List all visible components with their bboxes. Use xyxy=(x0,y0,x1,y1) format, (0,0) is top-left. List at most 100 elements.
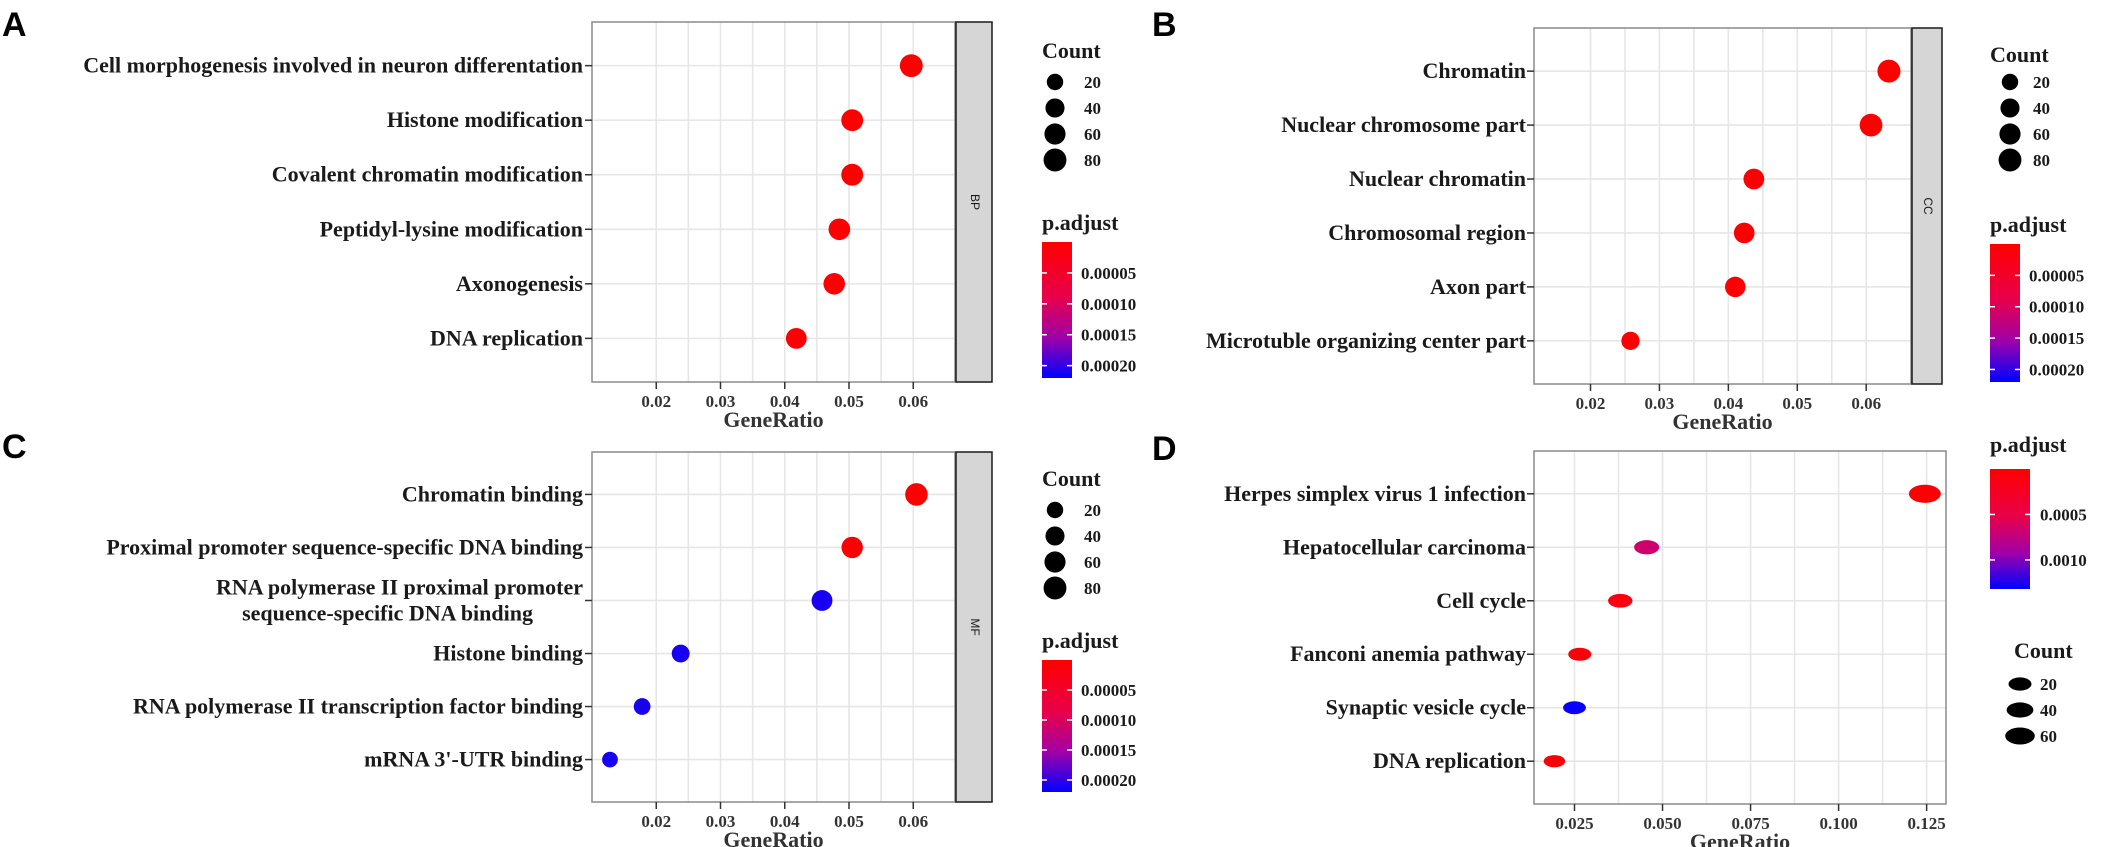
padjust-legend-label: 0.0005 xyxy=(2040,505,2087,524)
padjust-colorbar xyxy=(1990,244,2020,382)
panel-a: A BP Cell morphogenesis involved in neuron… xyxy=(2,6,1136,432)
category-label: DNA replication xyxy=(1373,748,1526,773)
x-tick-label: 0.06 xyxy=(898,392,928,411)
count-legend-label: 60 xyxy=(1084,553,1101,572)
padjust-legend-title: p.adjust xyxy=(1990,432,2067,457)
padjust-legend-label: 0.00010 xyxy=(2029,298,2084,317)
padjust-legend-label: 0.00020 xyxy=(2029,360,2084,379)
x-tick-label: 0.04 xyxy=(1713,394,1743,413)
count-legend-label: 20 xyxy=(2033,73,2050,92)
data-point xyxy=(1634,540,1660,555)
data-point xyxy=(1563,701,1586,715)
x-tick-label: 0.050 xyxy=(1643,814,1681,833)
category-label: Cell morphogenesis involved in neuron di… xyxy=(83,53,583,78)
panel-d: D Herpes simplex virus 1 infection Hepatoc… xyxy=(1152,430,2087,847)
category-label: RNA polymerase II proximal promoter seque… xyxy=(216,574,583,625)
data-point xyxy=(1908,484,1941,503)
plot-area xyxy=(1534,451,1946,804)
padjust-legend-label: 0.00010 xyxy=(1081,711,1136,730)
padjust-legend-label: 0.00020 xyxy=(1081,357,1136,376)
category-label: Microtuble organizing center part xyxy=(1206,328,1527,353)
count-legend-key xyxy=(2001,73,2019,91)
x-axis-title: GeneRatio xyxy=(723,827,823,847)
plot-area xyxy=(1534,28,1911,384)
facet-strip xyxy=(955,451,993,803)
padjust-legend-title: p.adjust xyxy=(1042,628,1119,653)
padjust-colorbar xyxy=(1042,242,1072,378)
data-point xyxy=(841,536,863,559)
count-legend-label: 80 xyxy=(1084,579,1101,598)
data-point xyxy=(1725,276,1746,298)
count-legend-key xyxy=(2005,727,2035,745)
count-legend-title: Count xyxy=(1042,38,1101,63)
category-label-line: sequence-specific DNA binding xyxy=(242,600,533,625)
panel-b: B CC Chromatin Nuclear chromosome part Nucle… xyxy=(1152,6,2084,434)
count-legend-label: 80 xyxy=(1084,151,1101,170)
category-label: Axonogenesis xyxy=(456,271,584,296)
count-legend-key xyxy=(2006,702,2034,718)
data-point xyxy=(785,327,807,349)
data-point xyxy=(828,218,851,241)
category-label: RNA polymerase II transcription factor b… xyxy=(133,694,583,719)
count-legend-label: 20 xyxy=(2040,675,2057,694)
category-label: Fanconi anemia pathway xyxy=(1290,641,1526,666)
padjust-legend-label: 0.00015 xyxy=(1081,741,1136,760)
x-tick-label: 0.03 xyxy=(706,812,736,831)
padjust-colorbar xyxy=(1990,469,2030,589)
plot-area xyxy=(592,22,955,382)
x-tick-label: 0.100 xyxy=(1819,814,1857,833)
data-point xyxy=(1621,331,1640,350)
x-tick-label: 0.04 xyxy=(770,812,800,831)
category-label: Proximal promoter sequence-specific DNA … xyxy=(106,534,583,559)
x-tick-label: 0.125 xyxy=(1908,814,1946,833)
count-legend-key xyxy=(1998,148,2022,172)
x-tick-label: 0.05 xyxy=(834,812,864,831)
count-legend-key xyxy=(1043,148,1067,172)
count-legend-label: 60 xyxy=(2033,125,2050,144)
padjust-legend-label: 0.00005 xyxy=(1081,264,1136,283)
category-label: mRNA 3'-UTR binding xyxy=(364,747,583,772)
category-label: Peptidyl-lysine modification xyxy=(320,216,583,241)
data-point xyxy=(1877,59,1901,83)
x-tick-label: 0.075 xyxy=(1731,814,1769,833)
count-legend-label: 40 xyxy=(1084,99,1101,118)
facet-strip-label: MF xyxy=(968,618,982,635)
x-axis-title: GeneRatio xyxy=(1672,409,1772,434)
x-axis-title: GeneRatio xyxy=(723,407,823,432)
count-legend-key xyxy=(1045,98,1065,118)
count-legend-key xyxy=(1046,73,1064,91)
count-legend-key xyxy=(1046,501,1064,519)
count-legend-label: 60 xyxy=(2040,727,2057,746)
x-tick-label: 0.03 xyxy=(706,392,736,411)
category-label: DNA replication xyxy=(430,325,583,350)
x-tick-label: 0.06 xyxy=(1851,394,1881,413)
data-point xyxy=(1743,168,1765,190)
data-point xyxy=(841,163,864,186)
x-tick-label: 0.05 xyxy=(1782,394,1812,413)
count-legend-title: Count xyxy=(1042,466,1101,491)
category-label: Chromosomal region xyxy=(1328,220,1526,245)
category-label: Histone binding xyxy=(433,641,583,666)
count-legend-key xyxy=(2000,98,2020,118)
x-tick-label: 0.02 xyxy=(641,392,671,411)
x-tick-label: 0.06 xyxy=(898,812,928,831)
plot-frame xyxy=(1533,27,1912,385)
data-point xyxy=(1608,593,1633,608)
count-legend-label: 20 xyxy=(1084,501,1101,520)
padjust-legend-label: 0.00015 xyxy=(2029,329,2084,348)
x-tick-label: 0.05 xyxy=(834,392,864,411)
data-point xyxy=(1568,647,1592,661)
count-legend-key xyxy=(1045,526,1065,546)
plot-frame xyxy=(591,451,956,803)
data-point xyxy=(841,109,864,132)
padjust-legend-title: p.adjust xyxy=(1042,210,1119,235)
facet-strip-label: CC xyxy=(1921,197,1935,215)
count-legend-key xyxy=(2008,677,2032,691)
x-tick-label: 0.025 xyxy=(1555,814,1593,833)
category-label: Histone modification xyxy=(387,107,583,132)
category-label: Nuclear chromosome part xyxy=(1281,112,1526,137)
padjust-legend-label: 0.00015 xyxy=(1081,326,1136,345)
padjust-legend-title: p.adjust xyxy=(1990,212,2067,237)
panel-c: C MF Chromatin binding Proximal promoter se… xyxy=(2,428,1136,847)
plot-frame xyxy=(591,21,956,383)
